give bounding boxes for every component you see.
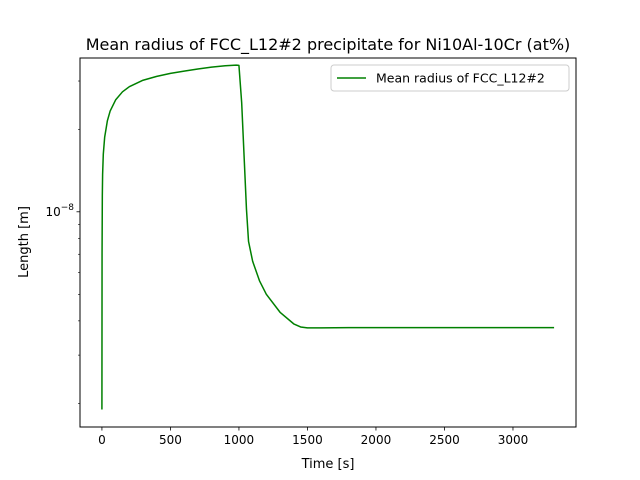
axes-frame	[79, 57, 577, 428]
legend-label: Mean radius of FCC_L12#2	[376, 71, 545, 86]
x-tick-label: 0	[98, 433, 106, 447]
x-tick-label: 3000	[498, 433, 529, 447]
x-axis-label: Time [s]	[301, 457, 355, 472]
x-tick-label: 2500	[429, 433, 460, 447]
x-tick-label: 1500	[292, 433, 323, 447]
y-axis-label: Length [m]	[17, 206, 32, 278]
x-axis: 0 500 1000 1500 2000 2500 3000	[98, 427, 528, 447]
series-line-0	[101, 64, 555, 410]
legend: Mean radius of FCC_L12#2	[330, 64, 570, 92]
plot-area	[101, 64, 555, 410]
x-tick-label: 2000	[361, 433, 392, 447]
x-tick-label: 1000	[224, 433, 255, 447]
y-tick-label: 10−8	[45, 203, 74, 219]
y-axis: 10−8	[45, 80, 80, 404]
legend-box	[330, 64, 570, 92]
x-tick-label: 500	[159, 433, 182, 447]
chart-title: Mean radius of FCC_L12#2 precipitate for…	[86, 35, 571, 55]
